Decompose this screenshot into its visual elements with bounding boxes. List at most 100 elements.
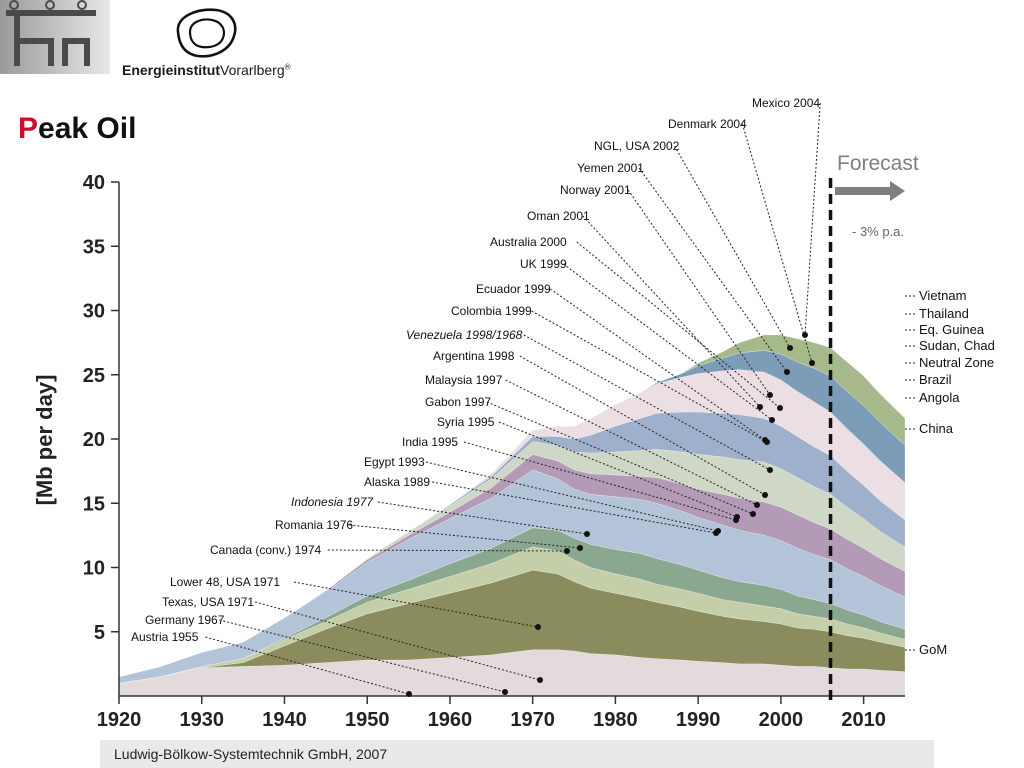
region-label-right: Brazil [919, 372, 952, 387]
footer-credit: Ludwig-Bölkow-Systemtechnik GmbH, 2007 [114, 746, 388, 762]
peak-oil-chart: 5 10 15 20 25 30 35 40 1920 1930 1940 1950 1960 1970 1… [32, 96, 995, 731]
peak-label-left: Gabon 1997 [425, 395, 491, 409]
region-label-right: Eq. Guinea [919, 322, 985, 337]
x-tick-label: 1970 [510, 709, 555, 731]
peak-label-left: Colombia 1999 [451, 304, 532, 318]
x-tick-label: 1920 [97, 709, 142, 731]
x-tick-label: 1940 [262, 709, 307, 731]
leader-line [205, 636, 410, 695]
peak-label-left: NGL, USA 2002 [594, 139, 680, 153]
peak-marker [535, 624, 541, 630]
leader-line [498, 421, 738, 518]
peak-marker [769, 417, 775, 423]
peak-marker [767, 467, 773, 473]
peak-marker [787, 345, 793, 351]
peak-marker [777, 405, 783, 411]
region-label-right: Thailand [919, 306, 969, 321]
leader-line [293, 581, 539, 628]
registered-mark: ® [284, 62, 291, 72]
leader-line [531, 310, 768, 443]
leader-line [563, 263, 773, 421]
y-tick-label: 25 [83, 365, 105, 387]
peak-label-left: Germany 1967 [145, 613, 225, 627]
leader-line [627, 189, 771, 396]
peak-label-left: Ecuador 1999 [476, 282, 551, 296]
region-label-right: China [919, 421, 954, 436]
peak-marker [502, 689, 508, 695]
peak-marker [754, 502, 760, 508]
page-title: Peak Oil [18, 112, 136, 146]
peak-marker [584, 531, 590, 537]
peak-label-left: Egypt 1993 [364, 455, 425, 469]
peak-marker [564, 548, 570, 554]
y-tick-label: 40 [83, 172, 105, 194]
leader-line [486, 401, 754, 515]
region-label-right: Vietnam [919, 288, 966, 303]
forecast-arrow-icon [835, 181, 905, 201]
leader-line [219, 619, 506, 693]
footer-bar: Ludwig-Bölkow-Systemtechnik GmbH, 2007 [100, 740, 934, 768]
leader-line [463, 441, 737, 521]
peak-label-left: Texas, USA 1971 [162, 595, 254, 609]
leader-line [582, 215, 761, 408]
y-tick-label: 35 [83, 236, 105, 258]
peak-label-left: Lower 48, USA 1971 [170, 575, 280, 589]
institute-name: EnergieinstitutVorarlberg® [122, 62, 291, 78]
leader-line [505, 379, 758, 506]
peak-label-left: Mexico 2004 [752, 96, 820, 110]
leader-line [674, 145, 791, 349]
y-tick-label: 20 [83, 429, 105, 451]
region-label-right: GoM [919, 642, 947, 657]
peak-marker [762, 492, 768, 498]
institute-name-bold: Energieinstitut [122, 62, 221, 78]
peak-label-left: Malaysia 1997 [425, 373, 503, 387]
forecast-label: Forecast [837, 152, 919, 175]
region-label-right: Angola [919, 390, 960, 405]
peak-label-left: Argentina 1998 [433, 349, 515, 363]
institute-logo [0, 0, 110, 74]
x-tick-label: 1990 [676, 709, 721, 731]
peak-label-left: Venezuela 1998/1968 [406, 328, 523, 342]
decline-rate-label: - 3% p.a. [852, 224, 904, 239]
peak-marker [784, 369, 790, 375]
x-tick-label: 1950 [345, 709, 390, 731]
y-tick-label: 5 [94, 622, 105, 644]
peak-marker [802, 332, 808, 338]
peak-marker [757, 404, 763, 410]
y-tick-label: 30 [83, 301, 105, 323]
peak-marker [764, 439, 770, 445]
x-tick-label: 1930 [179, 709, 224, 731]
oval-logo-icon [168, 6, 242, 67]
x-tick-label: 2000 [759, 709, 804, 731]
peak-label-left: India 1995 [402, 435, 458, 449]
peak-label-left: Syria 1995 [437, 415, 495, 429]
peak-label-left: Canada (conv.) 1974 [210, 543, 322, 557]
title-initial: P [18, 112, 39, 145]
leader-line [804, 102, 821, 336]
peak-marker [577, 545, 583, 551]
y-tick-label: 10 [83, 558, 105, 580]
peak-label-left: Indonesia 1977 [291, 495, 374, 509]
peak-label-left: Yemen 2001 [577, 161, 644, 175]
peak-label-left: Austria 1955 [131, 630, 199, 644]
region-label-right: Sudan, Chad [919, 338, 995, 353]
peak-label-left: Romania 1976 [275, 518, 353, 532]
leader-line [741, 123, 813, 364]
x-tick-label: 1980 [593, 709, 638, 731]
peak-label-left: Alaska 1989 [364, 475, 430, 489]
peak-marker [406, 691, 412, 697]
peak-marker [537, 677, 543, 683]
leader-line [377, 501, 588, 535]
institute-name-suffix: Vorarlberg [220, 62, 285, 78]
leader-line [349, 524, 581, 549]
y-axis-title: [Mb per day] [32, 375, 57, 506]
x-tick-label: 2010 [841, 709, 886, 731]
peak-marker [750, 511, 756, 517]
x-tick-label: 1960 [428, 709, 473, 731]
title-rest: eak Oil [38, 112, 137, 145]
leader-line [523, 334, 771, 471]
area-series-11 [118, 334, 906, 677]
peak-marker [713, 530, 719, 536]
peak-marker [809, 360, 815, 366]
